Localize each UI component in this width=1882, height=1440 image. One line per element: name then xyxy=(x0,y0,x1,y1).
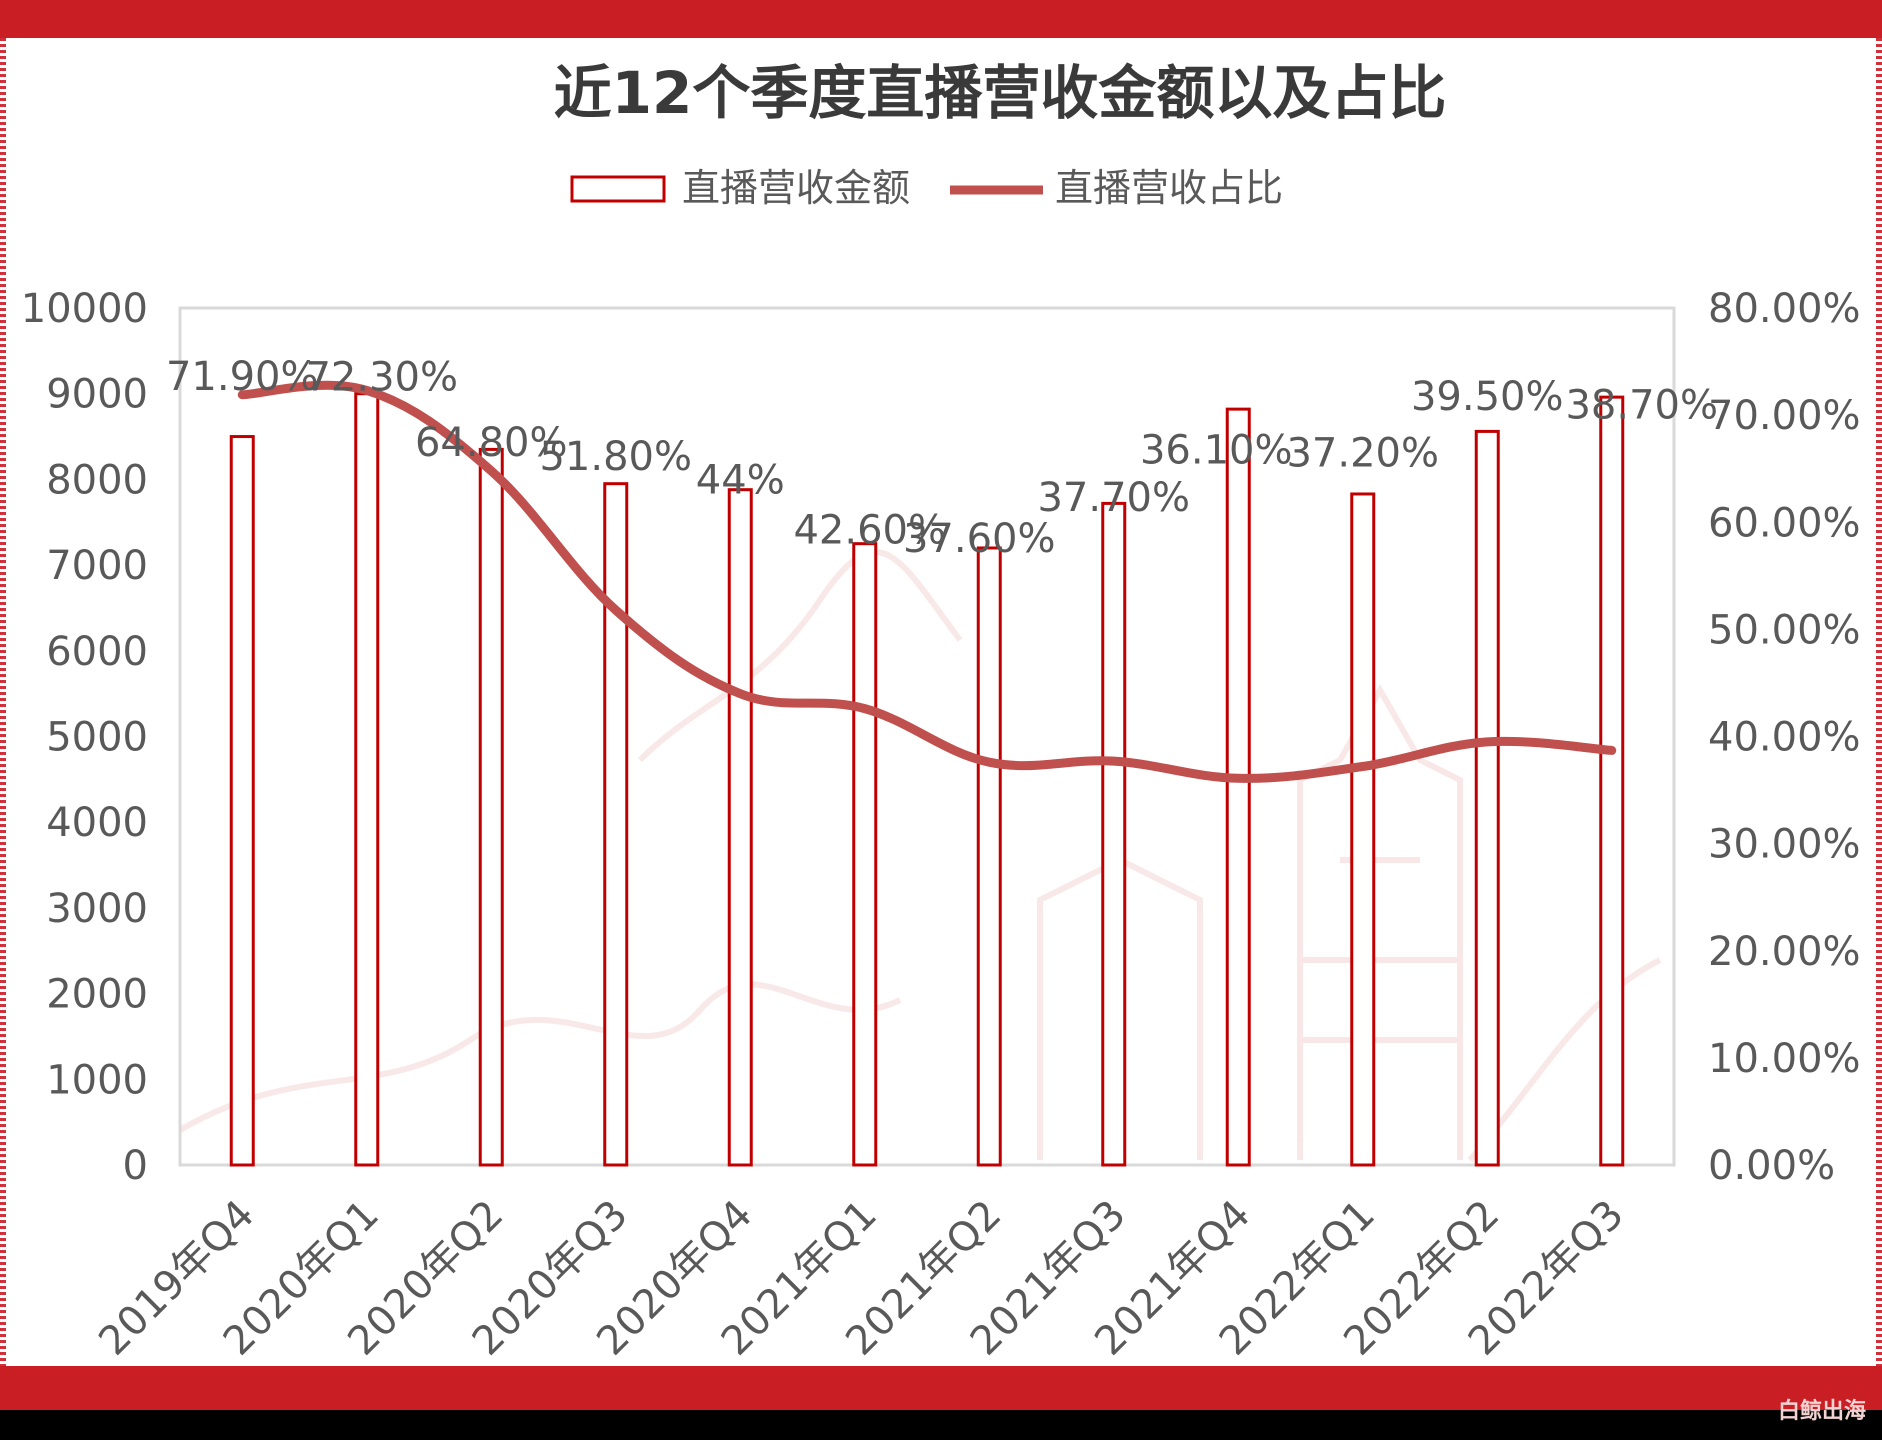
left-tick-label: 9000 xyxy=(46,372,148,418)
left-tick-label: 8000 xyxy=(46,457,148,503)
right-decorative-edge xyxy=(1876,38,1882,1366)
top-decorative-band xyxy=(0,0,1882,38)
watermark: 白鲸出海 xyxy=(1777,1399,1866,1424)
left-tick-label: 3000 xyxy=(46,886,148,932)
bar xyxy=(1225,407,1251,1167)
legend-label-amount: 直播营收金额 xyxy=(682,166,910,210)
left-tick-label: 2000 xyxy=(46,972,148,1018)
right-tick-label: 20.00% xyxy=(1708,929,1861,975)
right-tick-label: 30.00% xyxy=(1708,822,1861,868)
left-tick-label: 6000 xyxy=(46,629,148,675)
plot-area xyxy=(178,306,1676,1167)
data-label: 72.30% xyxy=(305,354,458,400)
data-label: 42.60% xyxy=(793,508,946,554)
left-tick-label: 7000 xyxy=(46,543,148,589)
chart-title: 近12个季度直播营收金额以及占比 xyxy=(554,59,1447,127)
bar xyxy=(1350,492,1376,1167)
data-label: 36.10% xyxy=(1140,427,1293,473)
bar xyxy=(603,482,629,1167)
bar xyxy=(354,392,380,1167)
right-tick-label: 50.00% xyxy=(1708,607,1861,653)
line-series xyxy=(237,380,1617,783)
data-label: 44% xyxy=(696,458,785,504)
left-y-axis: 0 1000 2000 3000 4000 5000 6000 7000 8000 9000 100… xyxy=(21,286,148,1189)
bar xyxy=(1101,501,1127,1167)
data-label: 39.50% xyxy=(1411,374,1564,420)
data-label: 37.60% xyxy=(903,516,1056,562)
legend-bar-swatch xyxy=(570,175,666,203)
right-tick-label: 80.00% xyxy=(1708,286,1861,332)
right-tick-label: 60.00% xyxy=(1708,500,1861,546)
bar xyxy=(852,542,878,1167)
right-tick-label: 0.00% xyxy=(1708,1143,1835,1189)
bar xyxy=(229,435,255,1167)
ratio-line xyxy=(237,380,1617,783)
bar xyxy=(976,546,1002,1167)
bottom-decorative-band xyxy=(0,1366,1882,1410)
left-decorative-edge xyxy=(0,38,6,1366)
left-tick-label: 4000 xyxy=(46,800,148,846)
bar-series xyxy=(229,392,1625,1167)
x-axis: 2019年Q42020年Q12020年Q22020年Q32020年Q42021年… xyxy=(90,1192,1633,1365)
data-label: 37.20% xyxy=(1286,430,1439,476)
right-tick-label: 70.00% xyxy=(1708,393,1861,439)
left-tick-label: 1000 xyxy=(46,1057,148,1103)
right-tick-label: 10.00% xyxy=(1708,1036,1861,1082)
left-tick-label: 0 xyxy=(123,1143,148,1189)
right-y-axis: 0.00% 10.00% 20.00% 30.00% 40.00% 50.00% 60.00… xyxy=(1708,286,1861,1189)
bar xyxy=(1474,429,1500,1167)
data-label: 51.80% xyxy=(539,434,692,480)
legend-label-ratio: 直播营收占比 xyxy=(1055,166,1283,210)
bar xyxy=(478,447,504,1167)
data-label: 37.70% xyxy=(1037,475,1190,521)
data-labels: 71.90%72.30%64.80%51.80%44%42.60%37.60%3… xyxy=(166,354,1718,562)
bar xyxy=(727,488,753,1167)
right-tick-label: 40.00% xyxy=(1708,715,1861,761)
left-tick-label: 5000 xyxy=(46,715,148,761)
bar xyxy=(1599,395,1625,1167)
legend: 直播营收金额 直播营收占比 xyxy=(570,166,1283,210)
bottom-dark-strip xyxy=(0,1410,1882,1440)
data-label: 64.80% xyxy=(415,420,568,466)
data-label: 71.90% xyxy=(166,354,319,400)
left-tick-label: 10000 xyxy=(21,286,148,332)
data-label: 38.70% xyxy=(1565,382,1718,428)
background-illustration xyxy=(178,549,1662,1162)
